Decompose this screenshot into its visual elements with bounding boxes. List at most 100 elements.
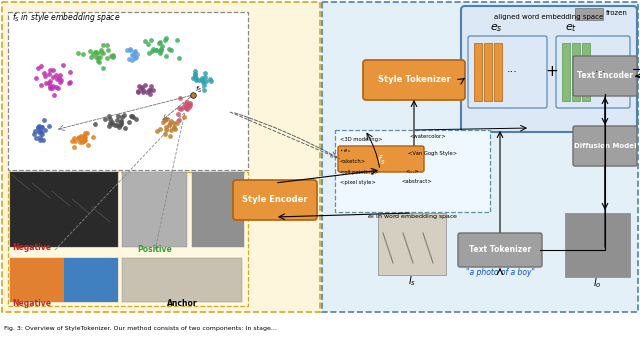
Point (174, 117, 184, 123)
Point (108, 54, 118, 59)
Text: <Van Gogh Style>: <Van Gogh Style> (408, 151, 457, 156)
Text: Style Tokenizer: Style Tokenizer (378, 75, 451, 85)
FancyBboxPatch shape (573, 56, 637, 96)
Point (90, 121, 100, 126)
Point (77, 140, 87, 145)
Point (145, 84, 156, 89)
Point (54, 75, 64, 80)
Point (191, 77, 201, 82)
Point (98, 65, 108, 70)
Point (172, 121, 182, 126)
Point (52, 76, 63, 82)
Point (40, 74, 50, 79)
Point (157, 43, 168, 49)
Point (190, 71, 200, 77)
Point (156, 47, 166, 52)
FancyBboxPatch shape (233, 180, 317, 220)
Text: Anchor: Anchor (166, 299, 197, 308)
Point (160, 116, 170, 121)
Point (148, 47, 158, 52)
Point (37, 125, 47, 130)
Point (108, 52, 118, 58)
Point (140, 82, 150, 88)
Point (142, 89, 152, 95)
Point (83, 142, 93, 148)
Point (185, 100, 195, 106)
Text: $f_{S^*}$: $f_{S^*}$ (195, 85, 205, 95)
Point (35, 129, 45, 134)
Point (85, 49, 95, 54)
Point (116, 118, 126, 123)
Point (98, 50, 108, 56)
Text: $e_s$: $e_s$ (490, 22, 502, 34)
Point (75, 136, 85, 142)
Point (175, 95, 186, 100)
Text: $e_S$ in word embedding space: $e_S$ in word embedding space (367, 212, 458, 221)
Point (172, 37, 182, 42)
Point (31, 75, 42, 80)
Point (159, 38, 170, 43)
Point (78, 51, 88, 57)
Point (138, 85, 148, 90)
Point (35, 134, 45, 139)
FancyBboxPatch shape (378, 213, 446, 275)
Point (138, 89, 148, 94)
Point (73, 136, 83, 141)
Text: ...: ... (595, 64, 606, 74)
Point (198, 82, 209, 87)
FancyBboxPatch shape (573, 126, 637, 166)
FancyBboxPatch shape (458, 233, 542, 267)
Text: $I_o$: $I_o$ (593, 276, 602, 290)
FancyBboxPatch shape (335, 130, 490, 212)
Point (33, 66, 44, 71)
Point (80, 134, 90, 139)
Point (202, 78, 212, 84)
Point (199, 88, 209, 93)
Point (75, 139, 85, 144)
Point (95, 50, 106, 55)
Point (162, 116, 172, 122)
Point (115, 122, 125, 128)
FancyBboxPatch shape (572, 43, 580, 101)
Point (86, 55, 96, 60)
Text: Positive: Positive (138, 245, 172, 254)
Text: Negative: Negative (12, 299, 51, 308)
Point (205, 76, 216, 82)
Point (125, 47, 135, 52)
Point (44, 80, 54, 85)
Point (129, 49, 140, 54)
Text: frozen: frozen (606, 10, 628, 16)
Point (136, 86, 147, 91)
Point (108, 121, 118, 127)
Point (104, 114, 114, 119)
Text: $I_s$: $I_s$ (408, 274, 416, 288)
Point (65, 79, 76, 84)
Point (73, 51, 83, 56)
Point (69, 145, 79, 150)
Point (95, 54, 105, 59)
FancyBboxPatch shape (322, 2, 638, 312)
Point (107, 119, 117, 124)
Point (70, 139, 80, 144)
Point (98, 42, 108, 48)
Point (116, 114, 127, 119)
FancyBboxPatch shape (122, 172, 187, 247)
Text: Negative: Negative (12, 243, 51, 252)
Text: $f_s$: $f_s$ (376, 153, 385, 167)
Point (155, 48, 165, 54)
Point (144, 87, 154, 93)
Point (47, 68, 58, 73)
Point (127, 114, 138, 120)
Point (155, 50, 165, 56)
FancyBboxPatch shape (562, 43, 570, 101)
Text: <...>: <...> (405, 169, 419, 174)
Point (128, 53, 138, 58)
Point (164, 122, 174, 127)
Point (134, 84, 145, 89)
Point (180, 104, 191, 110)
Point (35, 128, 45, 133)
Point (58, 62, 68, 67)
Point (79, 136, 89, 142)
Point (35, 124, 45, 129)
Point (88, 135, 99, 140)
